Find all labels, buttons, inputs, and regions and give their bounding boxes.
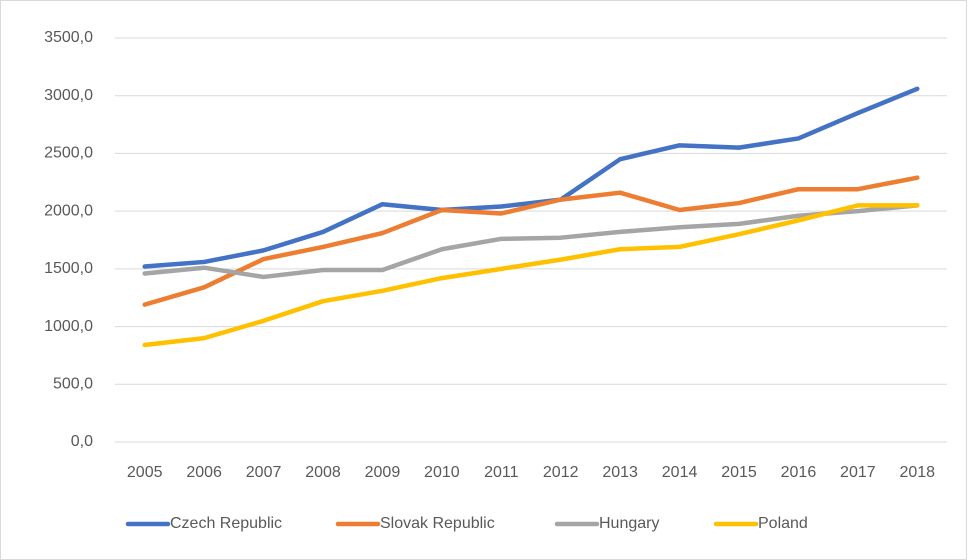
x-tick-label: 2017	[840, 464, 876, 481]
y-tick-label: 3000,0	[44, 87, 93, 104]
x-tick-label: 2005	[127, 464, 163, 481]
x-tick-label: 2007	[246, 464, 282, 481]
y-tick-label: 2000,0	[44, 202, 93, 219]
x-tick-label: 2018	[899, 464, 935, 481]
x-tick-label: 2014	[662, 464, 698, 481]
x-tick-label: 2013	[602, 464, 638, 481]
x-tick-label: 2012	[543, 464, 579, 481]
series-line	[142, 203, 920, 280]
y-tick-label: 500,0	[53, 376, 93, 393]
series-line	[142, 86, 920, 269]
x-tick-label: 2006	[186, 464, 222, 481]
x-tick-label: 2008	[305, 464, 341, 481]
y-tick-label: 3500,0	[44, 29, 93, 46]
legend-label: Slovak Republic	[380, 515, 495, 532]
x-tick-label: 2010	[424, 464, 460, 481]
y-tick-label: 0,0	[71, 433, 93, 450]
y-tick-label: 1000,0	[44, 318, 93, 335]
x-tick-label: 2009	[365, 464, 401, 481]
y-tick-label: 1500,0	[44, 260, 93, 277]
x-tick-label: 2016	[781, 464, 817, 481]
x-tick-label: 2011	[484, 464, 519, 481]
series-line	[142, 175, 920, 307]
legend-label: Czech Republic	[170, 515, 282, 532]
x-tick-label: 2015	[721, 464, 757, 481]
y-tick-label: 2500,0	[44, 145, 93, 162]
legend-label: Poland	[758, 515, 808, 532]
series-line	[142, 203, 920, 348]
legend-label: Hungary	[599, 515, 659, 532]
